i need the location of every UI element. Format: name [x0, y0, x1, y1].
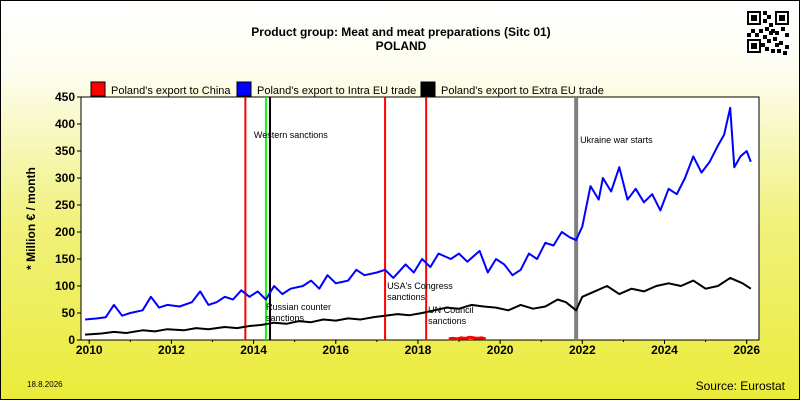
legend-label: Poland's export to Extra EU trade: [441, 85, 604, 97]
x-tick-label: 2020: [487, 343, 514, 357]
x-tick-label: 2024: [651, 343, 678, 357]
date-stamp: 18.8.2026: [27, 380, 63, 389]
chart-subtitle: POLAND: [375, 39, 427, 53]
legend-swatch: [90, 81, 106, 97]
y-tick-label: 50: [62, 306, 76, 320]
qr-code-icon: [745, 9, 791, 55]
y-tick-label: 350: [55, 144, 75, 158]
series-line-1: [85, 106, 752, 321]
y-tick-label: 200: [55, 225, 75, 239]
series-line-0: [448, 335, 487, 341]
y-tick-label: 0: [68, 333, 75, 347]
y-tick-label: 150: [55, 252, 75, 266]
y-axis-label: * Million € / month: [24, 167, 38, 270]
event-label: UN Council sanctions: [428, 305, 474, 326]
event-label: Ukraine war starts: [580, 135, 653, 145]
x-tick-label: 2010: [76, 343, 103, 357]
legend-label: Poland's export to Intra EU trade: [257, 85, 416, 97]
chart-title: Product group: Meat and meat preparation…: [251, 25, 551, 39]
y-tick-label: 400: [55, 117, 75, 131]
y-tick-label: 100: [55, 279, 75, 293]
x-tick-label: 2014: [240, 343, 267, 357]
x-tick-label: 2012: [158, 343, 185, 357]
event-label: USA's Congress sanctions: [387, 281, 453, 302]
event-label: Western sanctions: [254, 130, 328, 140]
y-tick-label: 450: [55, 90, 75, 104]
legend-swatch: [236, 81, 252, 97]
x-tick-label: 2016: [322, 343, 349, 357]
y-tick-label: 250: [55, 198, 75, 212]
x-tick-label: 2022: [569, 343, 596, 357]
series-line-2: [85, 276, 752, 336]
x-tick-label: 2026: [733, 343, 760, 357]
plot-area: [80, 96, 760, 341]
x-tick-label: 2018: [405, 343, 432, 357]
event-label: Russian counter sanctions: [266, 302, 331, 323]
legend-swatch: [420, 81, 436, 97]
source-label: Source: Eurostat: [695, 379, 785, 393]
legend-label: Poland's export to China: [111, 85, 231, 97]
y-tick-label: 300: [55, 171, 75, 185]
